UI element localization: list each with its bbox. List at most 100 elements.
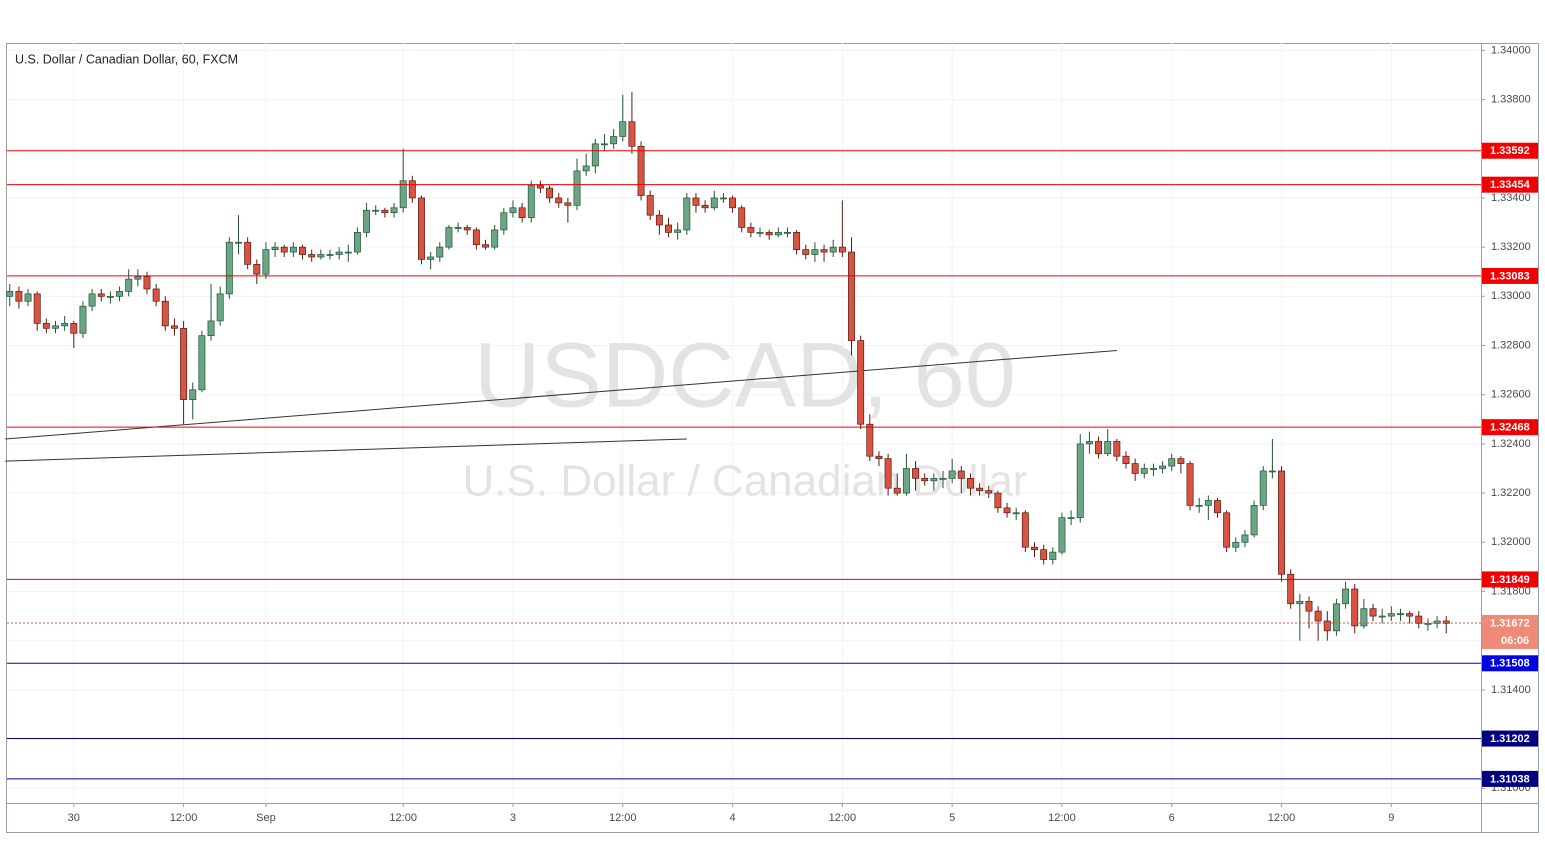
y-tick-label: 1.32400 [1491, 438, 1531, 450]
candle-body [1232, 541, 1240, 548]
x-tick-label: 30 [68, 812, 80, 824]
candle-body [518, 207, 526, 218]
candle-body [1040, 549, 1048, 560]
candle-body [665, 224, 672, 233]
candle-body [1095, 441, 1103, 455]
candle-body [299, 246, 306, 255]
level-label: 1.33454 [1490, 179, 1531, 191]
level-label-box [1482, 571, 1538, 588]
watermark: USDCAD, 60 [474, 324, 1016, 426]
y-tick-label: 1.32000 [1491, 536, 1531, 548]
level-label: 1.33083 [1490, 270, 1530, 282]
candle-body [454, 227, 462, 229]
candle-body [253, 264, 261, 275]
candle-body [344, 251, 352, 254]
candle-body [601, 143, 608, 146]
candle-body [628, 121, 636, 147]
candle-body [719, 197, 727, 200]
x-tick-label: 5 [949, 812, 955, 824]
candle-body [1021, 512, 1029, 548]
level-label-box [1482, 655, 1538, 672]
candle-body [1241, 534, 1249, 543]
candle-body [1149, 468, 1157, 470]
candle-body [829, 246, 837, 253]
trend-line [5, 349, 1117, 440]
candle-body [1268, 470, 1276, 473]
candle-body [701, 204, 709, 209]
candle-body [1085, 441, 1093, 445]
candle-body [1067, 517, 1075, 520]
x-tick-label: 9 [1388, 812, 1394, 824]
candle-body [427, 256, 435, 260]
candle-body [271, 246, 279, 250]
candle-body [1305, 600, 1313, 612]
candle-body [399, 180, 407, 209]
candle-body [1360, 608, 1368, 627]
candle-body [491, 229, 499, 248]
candle-body [1177, 458, 1185, 464]
candle-body [97, 293, 105, 297]
candle-body [793, 232, 801, 250]
candle-body [582, 165, 590, 172]
y-tick-label: 1.33200 [1491, 241, 1531, 253]
candle-body [436, 246, 444, 258]
x-tick-label: 12:00 [170, 812, 198, 824]
candle-body [372, 209, 380, 212]
x-tick-label: 12:00 [389, 812, 417, 824]
candle-body [875, 455, 883, 460]
candle-body [536, 185, 544, 189]
candle-body [1342, 588, 1350, 605]
y-tick-label: 1.32200 [1491, 487, 1531, 499]
candle-body [1424, 623, 1432, 625]
candle-body [1378, 615, 1386, 618]
candle-body [335, 251, 343, 255]
candle-body [930, 477, 938, 482]
candle-body [637, 145, 645, 196]
candle-body [235, 241, 242, 244]
candle-body [6, 291, 14, 297]
candle-body [866, 423, 874, 457]
candle-body [1012, 512, 1020, 515]
y-tick-label: 1.33000 [1491, 290, 1531, 302]
axes: 1.310001.312001.314001.316001.318001.320… [68, 44, 1538, 824]
candle-body [710, 197, 718, 209]
candle-body [509, 207, 517, 214]
candle-body [134, 276, 142, 280]
candle-body [976, 487, 984, 491]
candle-body [262, 249, 270, 275]
level-label-box [1482, 419, 1538, 436]
candle-body [994, 492, 1002, 509]
candle-body [747, 227, 755, 233]
candle-body [225, 241, 233, 295]
y-tick-label: 1.31400 [1491, 684, 1531, 696]
candle-body [646, 195, 654, 216]
candle-body [564, 202, 572, 206]
candle-body [893, 487, 901, 494]
y-tick-label: 1.32600 [1491, 389, 1531, 401]
candle-body [353, 232, 361, 253]
candle-body [619, 121, 627, 137]
candle-body [729, 197, 737, 209]
candle-body [774, 232, 782, 236]
chart-frame [6, 43, 1539, 833]
candle-body [1296, 600, 1304, 605]
x-tick-label: 6 [1169, 812, 1175, 824]
candle-body [207, 320, 215, 337]
candle-body [1323, 620, 1331, 632]
candle-body [838, 246, 846, 253]
candle-body [939, 477, 947, 480]
candle-body [857, 340, 865, 425]
candle-body [482, 244, 489, 248]
candle-body [1415, 615, 1423, 624]
candle-body [783, 232, 791, 234]
candle-body [472, 229, 480, 246]
y-tick-label: 1.34000 [1491, 44, 1531, 56]
x-tick-label: 12:00 [1268, 812, 1296, 824]
level-label-box [1482, 142, 1538, 159]
candle-body [1204, 500, 1212, 506]
candle-body [1031, 546, 1038, 551]
candle-body [1003, 507, 1011, 514]
x-tick-label: 12:00 [1048, 812, 1076, 824]
candle-body [1369, 608, 1377, 617]
level-label-box [1482, 730, 1538, 747]
